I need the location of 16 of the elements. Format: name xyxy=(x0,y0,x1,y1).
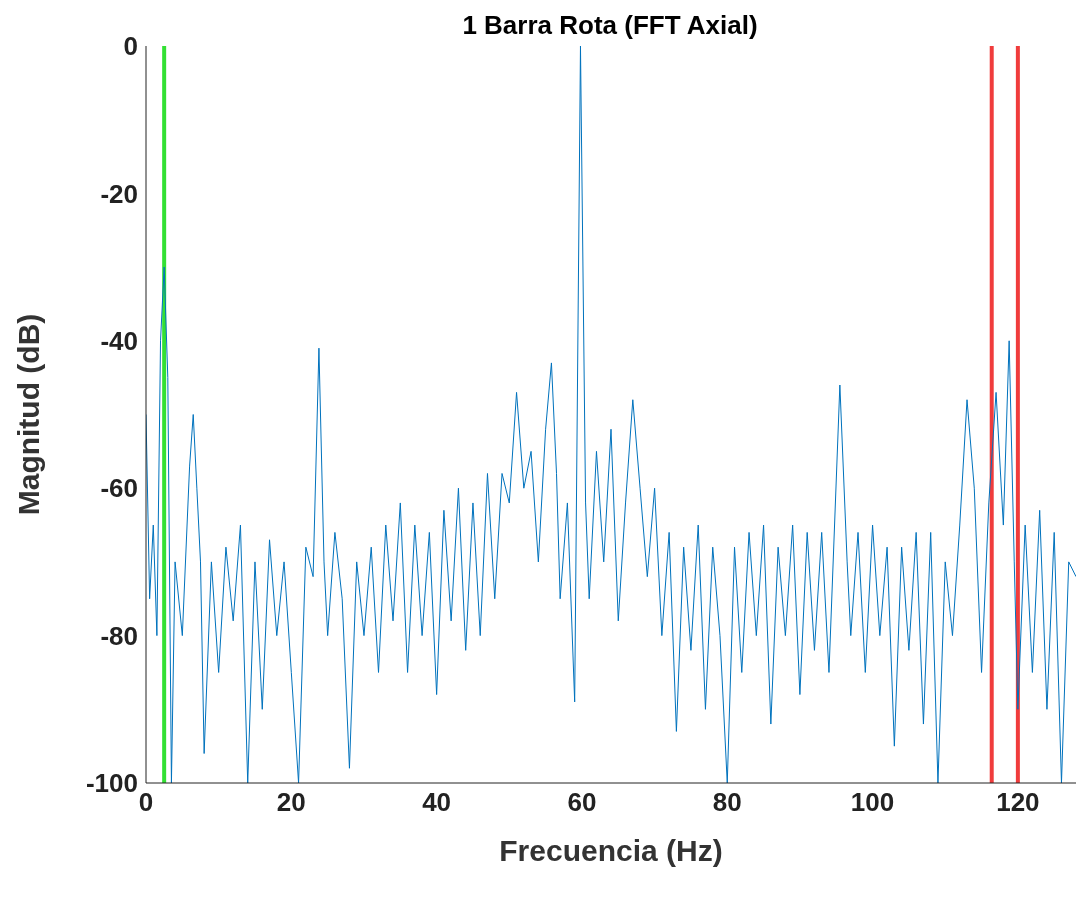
chart-title: 1 Barra Rota (FFT Axial) xyxy=(461,10,759,41)
y-tick-label: -60 xyxy=(100,473,138,504)
y-tick-label: -80 xyxy=(100,620,138,651)
y-tick-label: -20 xyxy=(100,178,138,209)
y-axis-title: Magnitud (dB) xyxy=(11,313,45,516)
y-tick-label: 0 xyxy=(123,31,138,62)
y-tick-label: -100 xyxy=(85,768,138,799)
x-axis-title: Frecuencia (Hz) xyxy=(499,834,723,867)
x-tick-label: 80 xyxy=(712,787,742,818)
line-series xyxy=(146,46,1076,783)
x-tick-label: 100 xyxy=(850,787,895,818)
x-tick-label: 40 xyxy=(422,787,452,818)
x-tick-label: 20 xyxy=(276,787,306,818)
y-tick-label: -40 xyxy=(100,326,138,357)
x-tick-label: 120 xyxy=(996,787,1040,818)
x-tick-label: 60 xyxy=(567,787,597,818)
